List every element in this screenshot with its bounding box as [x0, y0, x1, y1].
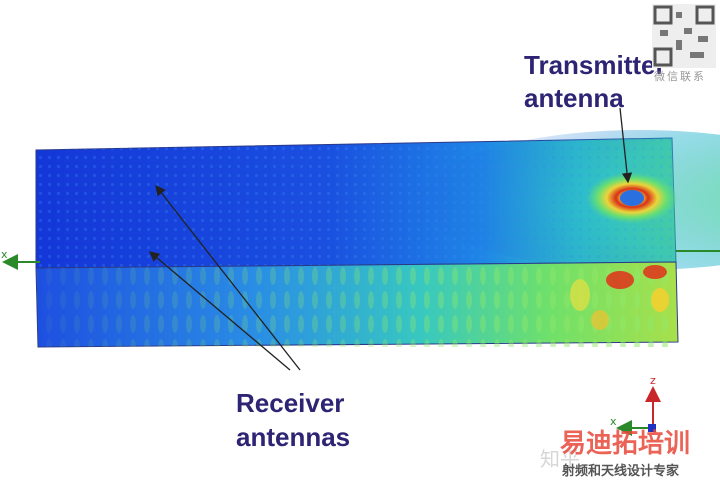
watermark-wechat: 微信联系	[654, 69, 706, 83]
receiver-label: antennas	[236, 422, 350, 452]
annotation-arrows	[149, 107, 633, 371]
receiver-label: Receiver	[236, 388, 344, 418]
watermark-brand: 易迪拓培训	[560, 428, 690, 458]
axis-label: z	[650, 374, 656, 387]
watermark-tagline: 射频和天线设计专家	[561, 463, 680, 478]
transmitter-label: Transmitter	[524, 50, 666, 80]
axis-label: x	[610, 415, 617, 428]
qr-code: 微信联系	[652, 4, 716, 83]
lower-slab	[35, 261, 679, 348]
axis-lines: x	[1, 248, 720, 270]
transmitter-label: antenna	[524, 83, 624, 113]
axis-triad: z x	[610, 374, 661, 436]
upper-slab	[35, 130, 720, 270]
watermark-site: 知乎	[540, 448, 580, 471]
axis-label: x	[1, 248, 8, 261]
